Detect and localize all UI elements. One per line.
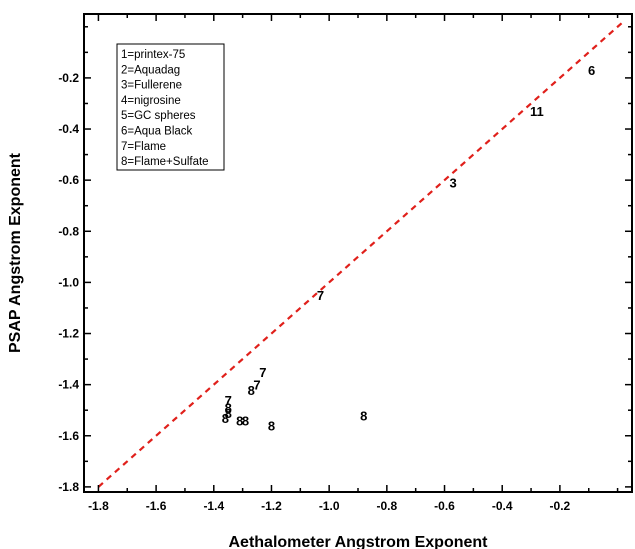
x-tick-label: -1.2 <box>261 499 282 513</box>
legend-entry: 8=Flame+Sulfate <box>121 156 209 168</box>
y-tick-label: -1.0 <box>58 275 79 289</box>
y-axis-title: PSAP Angstrom Exponent <box>7 152 24 353</box>
x-tick-label: -0.2 <box>550 499 571 513</box>
data-point: 8 <box>236 413 243 428</box>
y-tick-label: -0.4 <box>58 122 79 136</box>
legend-entry: 5=GC spheres <box>121 110 196 122</box>
x-tick-label: -1.4 <box>203 499 224 513</box>
y-tick-label: -1.4 <box>58 378 79 392</box>
data-point: 8 <box>242 413 249 428</box>
y-tick-label: -1.6 <box>58 429 79 443</box>
x-axis-title: Aethalometer Angstrom Exponent <box>229 534 489 549</box>
data-point: 8 <box>222 411 229 426</box>
x-tick-label: -0.6 <box>434 499 455 513</box>
data-point: 7 <box>259 365 266 380</box>
data-point: 8 <box>225 401 232 416</box>
legend-box <box>116 43 225 171</box>
x-tick-label: -1.8 <box>88 499 109 513</box>
data-point: 8 <box>360 408 367 423</box>
data-point: 6 <box>588 63 595 78</box>
y-tick-label: -0.8 <box>58 224 79 238</box>
x-tick-label: -1.0 <box>319 499 340 513</box>
x-tick-label: -0.8 <box>376 499 397 513</box>
y-tick-label: -1.8 <box>58 480 79 494</box>
x-tick-label: -0.4 <box>492 499 513 513</box>
legend-entry: 2=Aquadag <box>121 64 180 76</box>
data-point: 7 <box>225 393 232 408</box>
y-tick-label: -0.2 <box>58 71 79 85</box>
data-point: 3 <box>450 176 457 191</box>
data-point: 8 <box>268 419 275 434</box>
data-point: 11 <box>530 104 544 119</box>
legend-entry: 7=Flame <box>121 141 166 153</box>
data-point: 8 <box>225 406 232 421</box>
data-point: 7 <box>253 378 260 393</box>
legend-entry: 1=printex-75 <box>121 49 185 61</box>
one-to-one-reference-line <box>97 20 625 488</box>
legend-entry: 6=Aqua Black <box>121 126 193 138</box>
legend-entry: 3=Fullerene <box>121 80 182 92</box>
data-point: 7 <box>317 288 324 303</box>
x-tick-label: -1.6 <box>146 499 167 513</box>
legend-entry: 4=nigrosine <box>121 95 181 107</box>
y-tick-label: -1.2 <box>58 327 79 341</box>
y-tick-label: -0.6 <box>58 173 79 187</box>
data-point: 8 <box>248 383 255 398</box>
